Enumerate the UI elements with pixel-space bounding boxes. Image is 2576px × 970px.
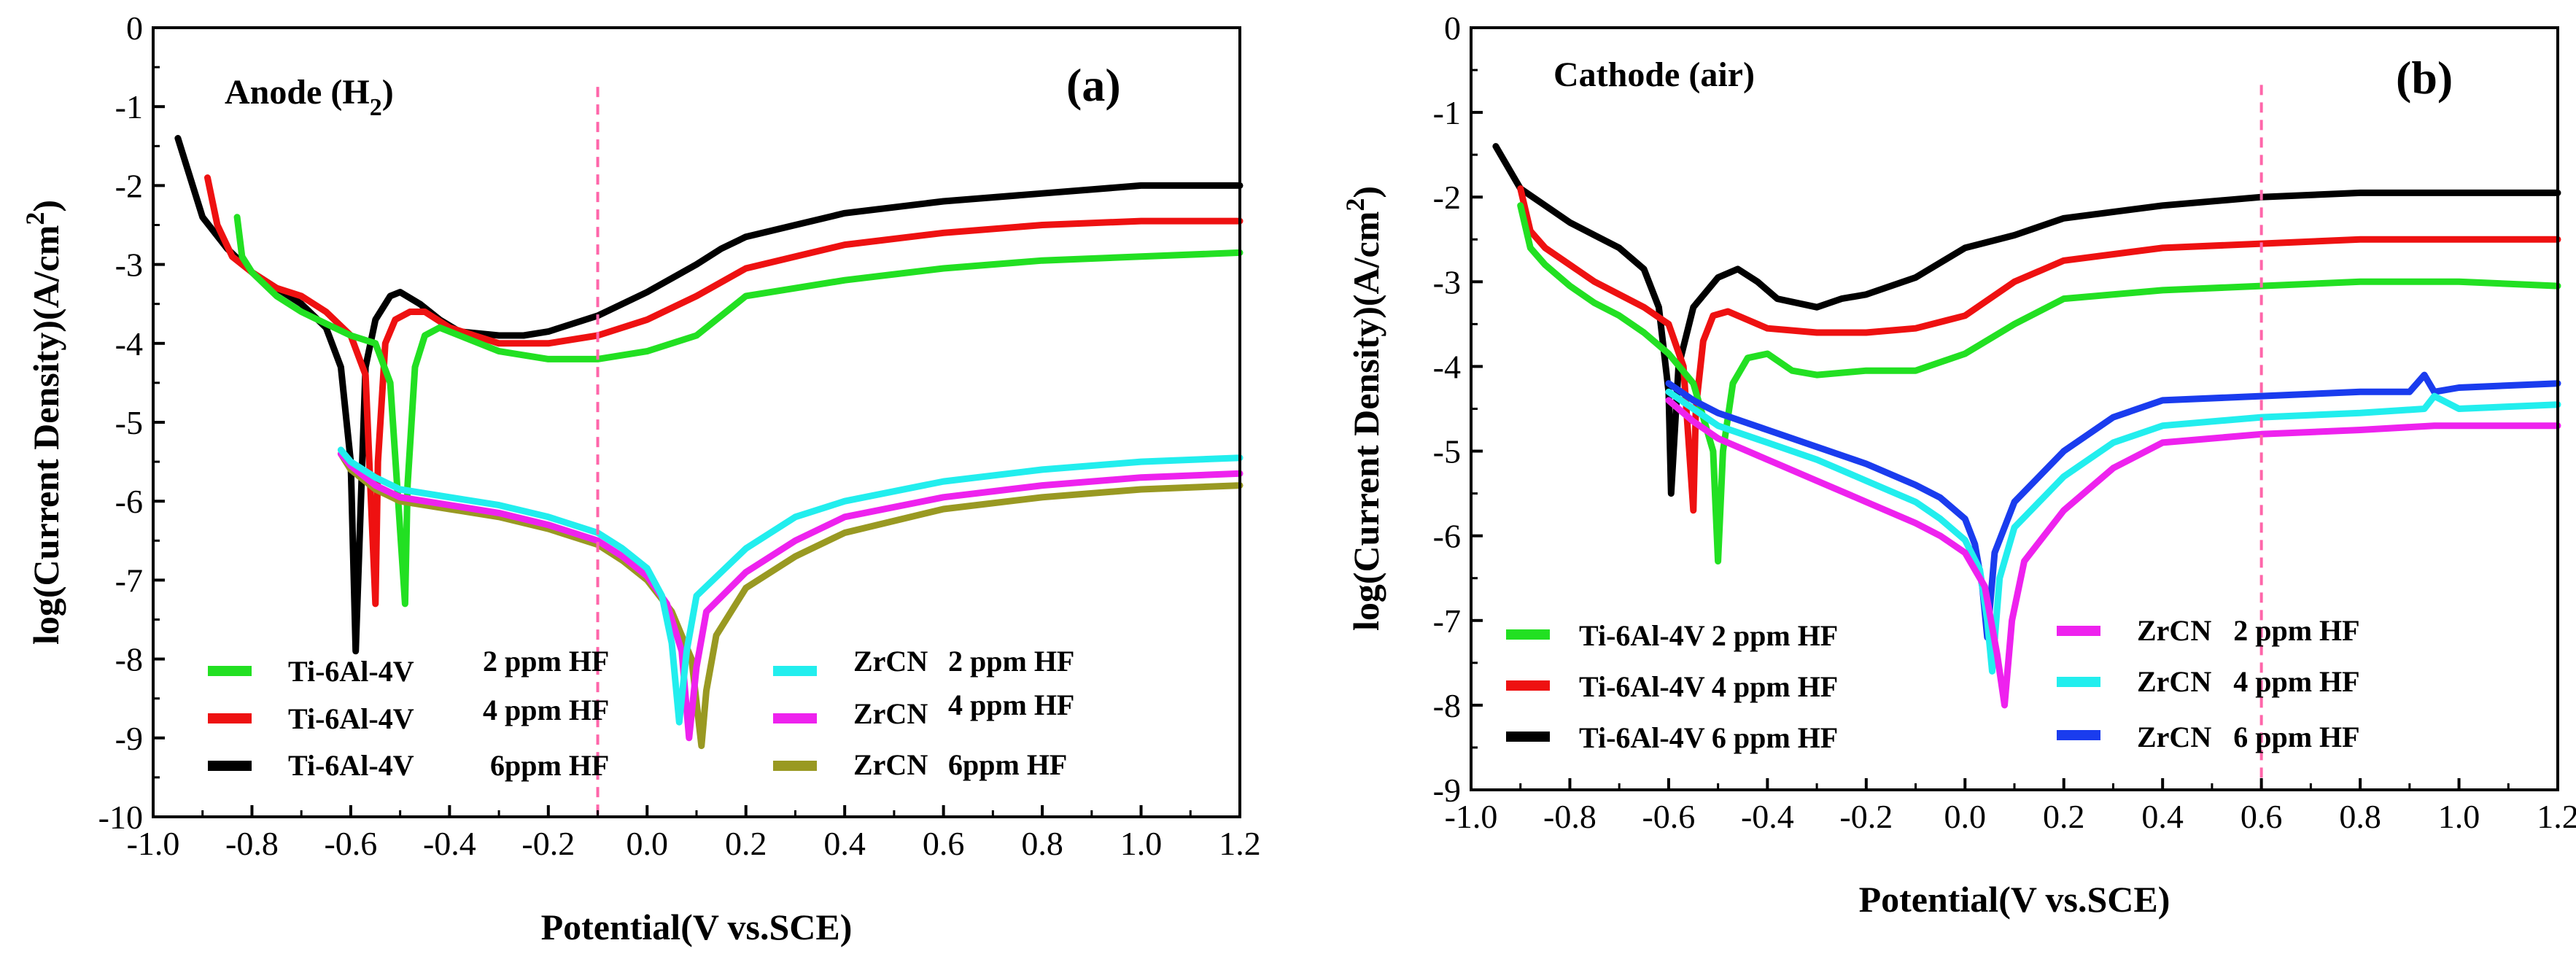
series-line bbox=[337, 450, 1244, 750]
y-tick-label: -4 bbox=[1433, 348, 1461, 385]
panel-a-x-axis-label: Potential(V vs.SCE) bbox=[541, 907, 853, 947]
x-tick-label: 0.0 bbox=[1944, 798, 1987, 835]
panel-a-legend-hf: 6ppm HF bbox=[490, 749, 609, 782]
panel-a-legend-label: Ti-6Al-4V bbox=[288, 749, 414, 782]
panel-a-series bbox=[174, 135, 1244, 750]
x-tick-label: 0.2 bbox=[725, 825, 767, 862]
panel-a-legend-hf: 2 ppm HF bbox=[948, 645, 1074, 678]
x-tick-label: -0.6 bbox=[1642, 798, 1695, 835]
series-line bbox=[1665, 371, 2561, 641]
y-tick-label: -1 bbox=[1433, 94, 1461, 131]
x-tick-label: 1.0 bbox=[1120, 825, 1163, 862]
x-tick-label: -0.2 bbox=[1839, 798, 1893, 835]
y-tick-label: -5 bbox=[1433, 433, 1461, 470]
x-tick-label: 0.6 bbox=[2241, 798, 2283, 835]
y-tick-label: -1 bbox=[115, 88, 143, 125]
x-tick-label: -0.2 bbox=[521, 825, 575, 862]
panel-b-x-axis-label: Potential(V vs.SCE) bbox=[1859, 879, 2170, 920]
x-tick-label: 1.2 bbox=[2537, 798, 2576, 835]
panel-b-legend-label: Ti-6Al-4V 6 ppm HF bbox=[1579, 721, 1838, 754]
y-tick-label: -8 bbox=[1433, 687, 1461, 724]
x-tick-label: -0.6 bbox=[324, 825, 377, 862]
x-tick-label: -0.4 bbox=[1741, 798, 1794, 835]
panel-a-legend: Ti-6Al-4V 2 ppm HF Ti-6Al-4V 4 ppm HF Ti… bbox=[208, 645, 1074, 782]
panel-b-legend-label: Ti-6Al-4V 2 ppm HF bbox=[1579, 619, 1838, 652]
series-line bbox=[337, 446, 1244, 726]
y-tick-label: -9 bbox=[1433, 772, 1461, 809]
y-tick-label: -7 bbox=[1433, 602, 1461, 640]
panel-a-legend-label: Ti-6Al-4V bbox=[288, 702, 414, 735]
y-tick-label: -2 bbox=[115, 167, 143, 204]
series-line bbox=[337, 450, 1244, 742]
series-line bbox=[1665, 397, 2561, 709]
y-tick-label: -7 bbox=[115, 562, 143, 599]
panel-a-y-axis-label: log(Current Density)(A/cm2) bbox=[20, 200, 66, 645]
series-line bbox=[1665, 388, 2561, 675]
x-tick-label: 0.0 bbox=[626, 825, 669, 862]
series-line bbox=[1517, 185, 2561, 514]
x-tick-label: 1.0 bbox=[2438, 798, 2480, 835]
panel-a-legend-label: ZrCN bbox=[853, 697, 928, 730]
panel-a-x-ticks: -1.0 -0.8 -0.6 -0.4 -0.2 0.0 0.2 0.4 0.6 0.8 1.0 1.… bbox=[127, 805, 1261, 862]
x-tick-label: 0.4 bbox=[2141, 798, 2184, 835]
x-tick-label: -0.4 bbox=[423, 825, 476, 862]
x-tick-label: -1.0 bbox=[1445, 798, 1498, 835]
x-tick-label: 0.8 bbox=[1021, 825, 1063, 862]
series-line bbox=[1492, 143, 2561, 497]
panel-a-y-ticks: 0 -1 -2 -3 -4 -5 -6 -7 -8 -9 -10 bbox=[98, 9, 165, 836]
y-tick-label: -2 bbox=[1433, 179, 1461, 216]
series-line bbox=[233, 214, 1244, 608]
y-tick-label: -4 bbox=[115, 325, 143, 362]
series-line bbox=[1517, 202, 2561, 564]
panel-a-label: (a) bbox=[1066, 59, 1121, 111]
y-tick-label: -9 bbox=[115, 720, 143, 757]
panel-b-legend: Ti-6Al-4V 2 ppm HF Ti-6Al-4V 4 ppm HF Ti… bbox=[1506, 614, 2360, 754]
panel-b-y-ticks: 0 -1 -2 -3 -4 -5 -6 -7 -8 -9 bbox=[1433, 9, 1483, 809]
y-tick-label: 0 bbox=[1444, 9, 1461, 47]
series-line bbox=[174, 135, 1244, 655]
panel-b-legend-label: Ti-6Al-4V 4 ppm HF bbox=[1579, 670, 1838, 703]
panel-b-legend-label: ZrCN 6 ppm HF bbox=[2137, 721, 2360, 753]
panel-b-series bbox=[1492, 143, 2561, 709]
y-tick-label: -3 bbox=[115, 247, 143, 284]
y-tick-label: -8 bbox=[115, 641, 143, 678]
y-tick-label: -6 bbox=[1433, 518, 1461, 555]
panel-a-title: Anode (H2) bbox=[225, 73, 394, 121]
y-tick-label: 0 bbox=[126, 9, 143, 47]
x-tick-label: 0.4 bbox=[823, 825, 866, 862]
panel-a-legend-hf: 6ppm HF bbox=[948, 748, 1067, 781]
y-tick-label: -10 bbox=[98, 799, 143, 836]
panel-a-legend-label: ZrCN bbox=[853, 748, 928, 781]
x-tick-label: 0.6 bbox=[923, 825, 965, 862]
panel-b-label: (b) bbox=[2396, 52, 2453, 104]
panel-b: -1.0 -0.8 -0.6 -0.4 -0.2 0.0 0.2 0.4 0.6 0.8 1.0 1.… bbox=[1341, 9, 2576, 920]
panel-a-legend-hf: 2 ppm HF bbox=[483, 645, 609, 678]
panel-b-legend-label: ZrCN 2 ppm HF bbox=[2137, 614, 2360, 647]
x-tick-label: -1.0 bbox=[127, 825, 180, 862]
panel-a-legend-hf: 4 ppm HF bbox=[483, 694, 609, 726]
x-tick-label: 0.2 bbox=[2043, 798, 2085, 835]
panel-b-y-axis-label: log(Current Density)(A/cm2) bbox=[1341, 186, 1386, 631]
panel-a-legend-label: Ti-6Al-4V bbox=[288, 655, 414, 688]
x-tick-label: -0.8 bbox=[1543, 798, 1597, 835]
y-tick-label: -6 bbox=[115, 483, 143, 520]
panel-a-legend-hf: 4 ppm HF bbox=[948, 688, 1074, 721]
panel-a-legend-label: ZrCN bbox=[853, 645, 928, 678]
panel-b-legend-label: ZrCN 4 ppm HF bbox=[2137, 665, 2360, 698]
y-tick-label: -3 bbox=[1433, 263, 1461, 300]
x-tick-label: -0.8 bbox=[225, 825, 279, 862]
x-tick-label: 1.2 bbox=[1219, 825, 1261, 862]
panel-b-x-ticks: -1.0 -0.8 -0.6 -0.4 -0.2 0.0 0.2 0.4 0.6 0.8 1.0 1.… bbox=[1445, 778, 2576, 835]
panel-a: -1.0 -0.8 -0.6 -0.4 -0.2 0.0 0.2 0.4 0.6 0.8 1.0 1.… bbox=[20, 9, 1261, 947]
y-tick-label: -5 bbox=[115, 404, 143, 441]
x-tick-label: 0.8 bbox=[2339, 798, 2381, 835]
series-line bbox=[204, 174, 1244, 608]
panel-b-title: Cathode (air) bbox=[1553, 55, 1755, 94]
